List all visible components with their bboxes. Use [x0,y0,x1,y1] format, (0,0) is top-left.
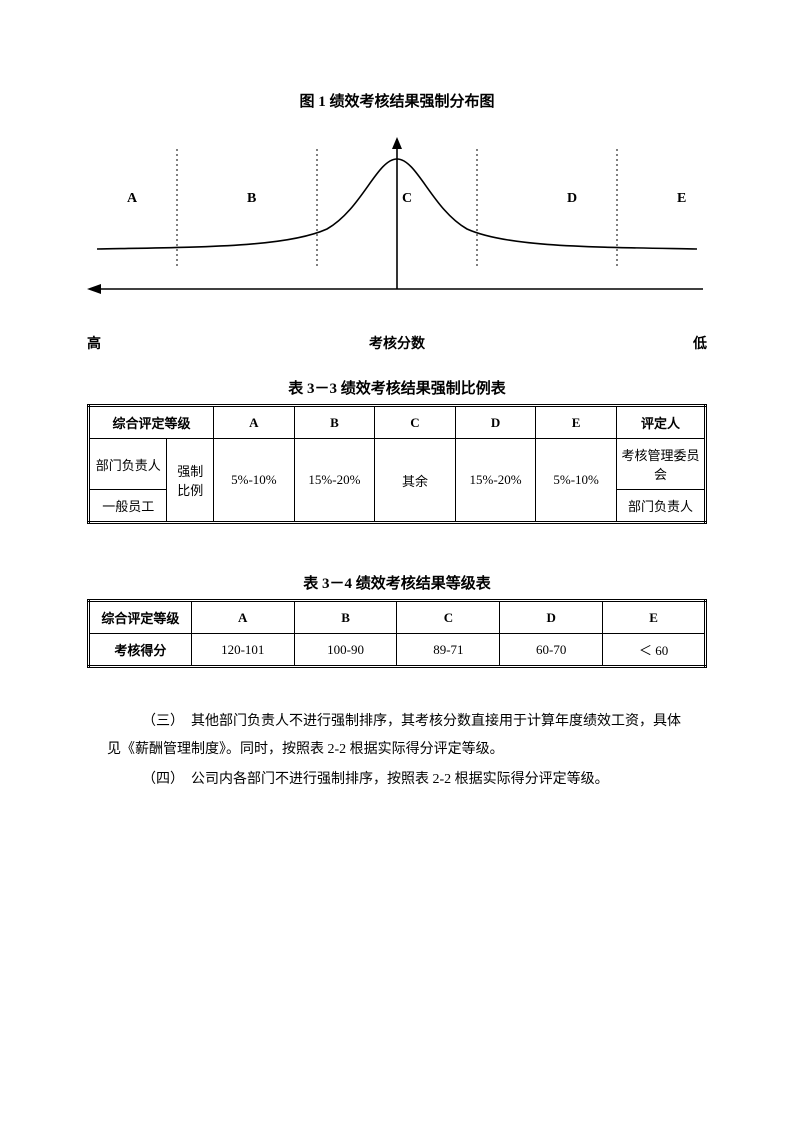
t33-h3: C [375,406,456,439]
chart-zone-label-a: A [127,191,137,207]
t33-h2: B [294,406,375,439]
body-text: （三）其他部门负责人不进行强制排序，其考核分数直接用于计算年度绩效工资，具体见《… [107,708,687,794]
para3-text: 其他部门负责人不进行强制排序，其考核分数直接用于计算年度绩效工资，具体见《薪酬管… [107,714,681,757]
table-row: 综合评定等级 A B C D E [89,601,706,634]
t33-v1: 15%-20% [294,439,375,523]
t33-r1-eval: 考核管理委员会 [616,439,705,490]
t34-rlabel: 考核得分 [89,634,192,667]
t34-h4: D [500,601,603,634]
t34-h3: C [397,601,500,634]
table33-title: 表 3－3 绩效考核结果强制比例表 [85,377,709,398]
t33-r1-role: 部门负责人 [89,439,167,490]
t33-v2: 其余 [375,439,456,523]
distribution-svg [87,129,707,309]
paragraph-4: （四）公司内各部门不进行强制排序，按照表 2-2 根据实际得分评定等级。 [107,766,687,794]
t34-v2: 89-71 [397,634,500,667]
t33-v0: 5%-10% [214,439,295,523]
t34-v1: 100-90 [294,634,397,667]
t34-h1: A [191,601,294,634]
axis-label-low: 低 [693,333,707,353]
t34-v0: 120-101 [191,634,294,667]
chart-zone-label-e: E [677,191,686,207]
t34-h2: B [294,601,397,634]
table34-title: 表 3－4 绩效考核结果等级表 [85,572,709,593]
axis-label-center: 考核分数 [369,333,425,353]
t33-h1: A [214,406,295,439]
para4-text: 公司内各部门不进行强制排序，按照表 2-2 根据实际得分评定等级。 [191,772,609,787]
t34-h0: 综合评定等级 [89,601,192,634]
t34-v3: 60-70 [500,634,603,667]
table-33: 综合评定等级 A B C D E 评定人 部门负责人 强制比例 5%-10% 1… [87,404,707,524]
table-row: 综合评定等级 A B C D E 评定人 [89,406,706,439]
para3-num: （三） [135,708,191,736]
chart-zone-label-d: D [567,191,577,207]
para4-num: （四） [135,766,191,794]
t33-r2-role: 一般员工 [89,490,167,523]
t33-v4: 5%-10% [536,439,617,523]
distribution-chart: A B C D E 高 考核分数 低 [87,129,707,329]
table-row: 部门负责人 强制比例 5%-10% 15%-20% 其余 15%-20% 5%-… [89,439,706,490]
chart-zone-label-b: B [247,191,256,207]
t33-r2-eval: 部门负责人 [616,490,705,523]
figure-title: 图 1 绩效考核结果强制分布图 [85,90,709,111]
t33-h0: 综合评定等级 [89,406,214,439]
t33-h6: 评定人 [616,406,705,439]
chart-zone-label-c: C [402,191,412,207]
paragraph-3: （三）其他部门负责人不进行强制排序，其考核分数直接用于计算年度绩效工资，具体见《… [107,708,687,764]
t34-v4: ＜ 60 [603,634,706,667]
t33-h5: E [536,406,617,439]
t33-v3: 15%-20% [455,439,536,523]
table-34: 综合评定等级 A B C D E 考核得分 120-101 100-90 89-… [87,599,707,668]
t33-h4: D [455,406,536,439]
t33-ratio-label: 强制比例 [167,439,214,523]
table-row: 考核得分 120-101 100-90 89-71 60-70 ＜ 60 [89,634,706,667]
axis-label-high: 高 [87,333,101,353]
t34-h5: E [603,601,706,634]
